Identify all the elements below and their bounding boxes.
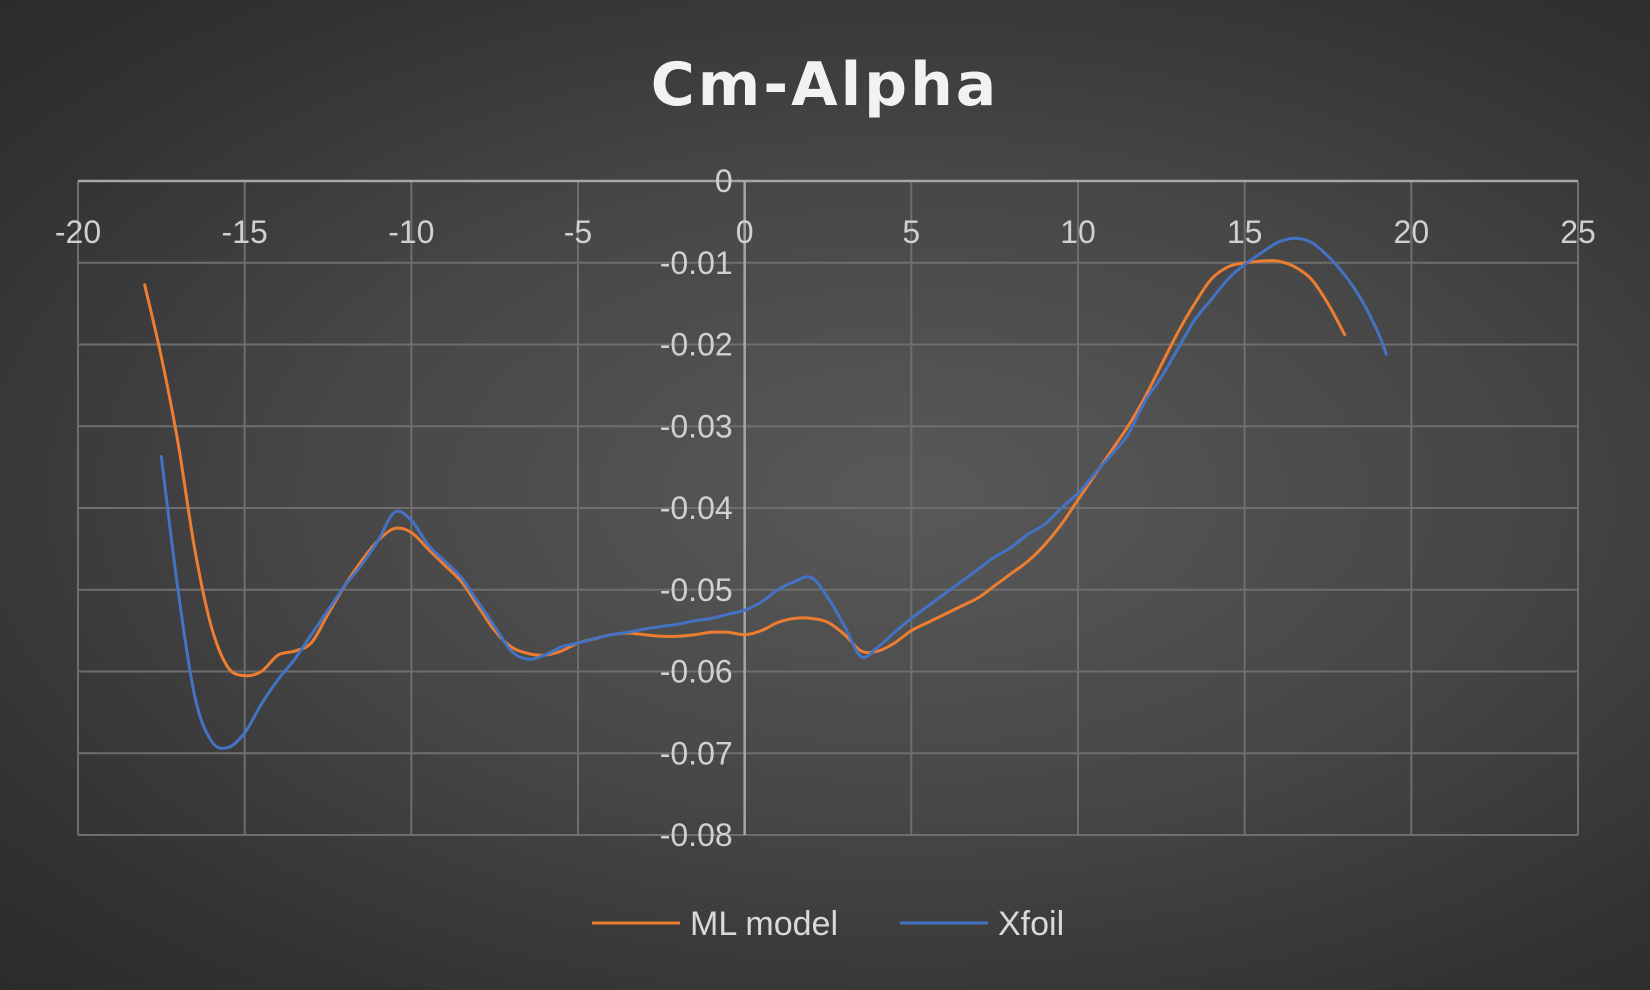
y-tick-labels: 0 -0.01 -0.02 -0.03 -0.04 -0.05 -0.06 -0.07 -0.0…	[660, 163, 733, 853]
x-tick-label: -15	[222, 214, 268, 250]
x-tick-label: 25	[1560, 214, 1596, 250]
x-tick-label: -20	[55, 214, 101, 250]
y-tick-label: -0.07	[660, 735, 733, 771]
legend-label-ml-model: ML model	[690, 905, 838, 943]
y-tick-label: -0.02	[660, 327, 733, 363]
x-tick-label: 20	[1394, 214, 1430, 250]
x-tick-label: 5	[902, 214, 920, 250]
grid-lines	[77, 181, 1579, 836]
plot-series	[143, 236, 1388, 750]
y-tick-label: -0.01	[660, 245, 733, 281]
y-tick-label: -0.04	[660, 490, 733, 526]
legend-label-xfoil: Xfoil	[998, 905, 1064, 943]
y-tick-label: 0	[715, 163, 733, 199]
y-tick-label: -0.08	[660, 817, 733, 853]
x-tick-label: -5	[564, 214, 592, 250]
series-line-xfoil	[159, 236, 1388, 750]
x-tick-label: 15	[1227, 214, 1263, 250]
x-tick-label: 10	[1060, 214, 1096, 250]
chart-title: Cm-Alpha	[651, 50, 1000, 120]
x-tick-label: -10	[388, 214, 434, 250]
y-tick-label: -0.06	[660, 654, 733, 690]
x-tick-labels: -20 -15 -10 -5 0 5 10 15 20 25	[55, 214, 1596, 250]
y-tick-label: -0.03	[660, 408, 733, 444]
legend: ML model Xfoil	[592, 905, 1064, 943]
x-tick-label: 0	[736, 214, 754, 250]
y-tick-label: -0.05	[660, 572, 733, 608]
axes	[78, 179, 1578, 835]
